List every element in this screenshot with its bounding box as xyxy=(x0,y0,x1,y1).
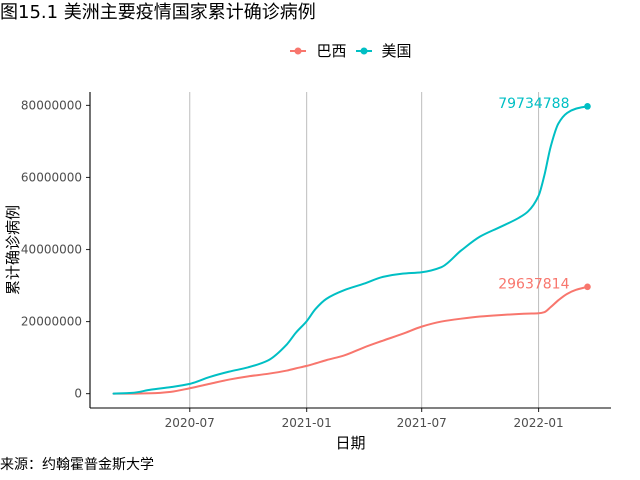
y-tick-label: 60000000 xyxy=(21,170,82,184)
series-end-point-usa xyxy=(584,103,591,110)
legend-label-usa: 美国 xyxy=(381,42,412,60)
x-axis-title: 日期 xyxy=(335,434,365,452)
legend-key-brazil xyxy=(290,47,307,55)
series-end-label-brazil: 29637814 xyxy=(498,276,569,292)
series-end-label-usa: 79734788 xyxy=(498,96,569,112)
x-tick-label: 2021-07 xyxy=(397,416,447,430)
x-tick-label: 2020-07 xyxy=(165,416,215,430)
series-end-point-brazil xyxy=(584,283,591,291)
legend-item-brazil: 巴西 xyxy=(289,41,347,61)
legend-label-brazil: 巴西 xyxy=(316,42,347,60)
series-line-usa xyxy=(112,105,589,395)
legend-key-dot xyxy=(360,47,367,55)
chart-title: 图15.1 美洲主要疫情国家累计确诊病例 xyxy=(0,2,316,23)
legend-item-usa: 美国 xyxy=(355,41,412,61)
x-tick-label: 2021-01 xyxy=(282,416,332,430)
y-tick-label: 40000000 xyxy=(21,243,82,257)
x-tick-label: 2022-01 xyxy=(513,416,563,430)
legend-key-dot xyxy=(294,47,302,55)
y-tick-label: 80000000 xyxy=(21,98,82,112)
axes: 2020-07 2021-01 2021-07 2022-01 0 20000000 400… xyxy=(21,92,611,430)
legend: 巴西 美国 xyxy=(0,40,640,62)
end-labels: 29637814 79734788 xyxy=(498,96,569,292)
y-tick-label: 0 xyxy=(74,387,82,401)
legend-key-usa xyxy=(355,47,372,55)
y-tick-label: 20000000 xyxy=(21,315,82,329)
grid-lines xyxy=(189,92,540,408)
series-line-brazil xyxy=(112,285,589,395)
y-axis-title: 累计确诊病例 xyxy=(4,205,22,295)
chart-caption: 来源：约翰霍普金斯大学 xyxy=(0,457,154,473)
series-group xyxy=(112,103,591,395)
